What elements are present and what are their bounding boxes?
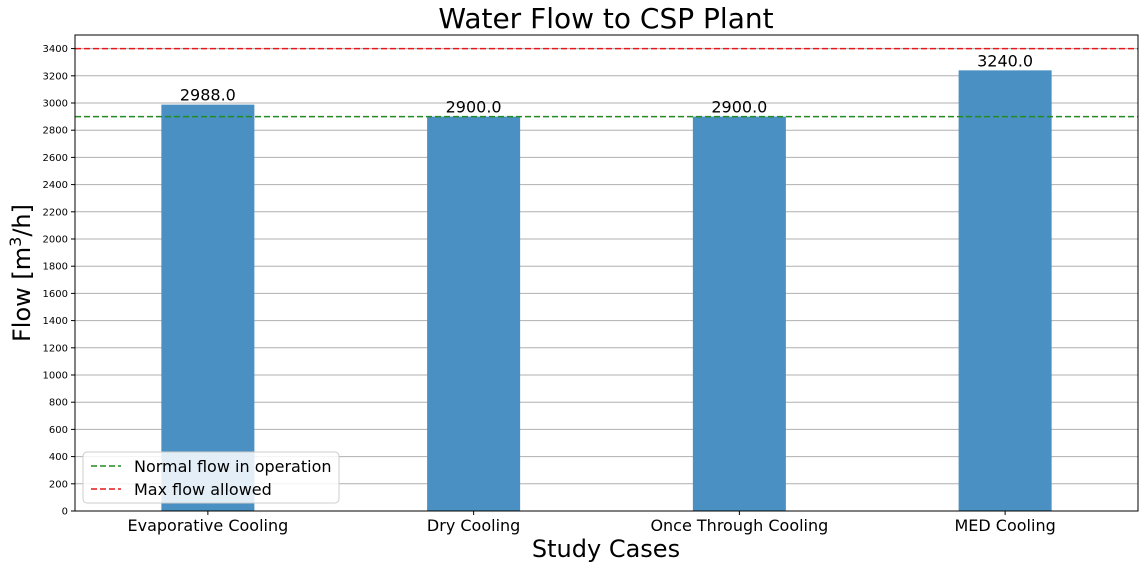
y-tick-label: 2200 bbox=[43, 207, 68, 218]
bar-value-label: 2900.0 bbox=[711, 98, 767, 117]
y-tick-label: 3200 bbox=[43, 71, 68, 82]
y-tick-label: 2400 bbox=[43, 180, 68, 191]
x-tick-label: Evaporative Cooling bbox=[127, 516, 288, 535]
x-tick-label: Once Through Cooling bbox=[650, 516, 828, 535]
y-axis-title: Flow [m3/h] bbox=[6, 204, 37, 342]
y-tick-label: 3000 bbox=[43, 99, 68, 110]
y-tick-label: 1000 bbox=[43, 371, 68, 382]
legend: Normal flow in operation Max flow allowed bbox=[82, 451, 340, 504]
legend-label: Normal flow in operation bbox=[134, 457, 332, 476]
chart-title: Water Flow to CSP Plant bbox=[438, 2, 773, 35]
bar bbox=[958, 70, 1052, 512]
bar bbox=[161, 104, 255, 511]
y-axis: 0 200 400 600 800 1000 1200 1400 1600 1800 2000 220… bbox=[43, 44, 75, 518]
bar bbox=[692, 116, 786, 511]
bar-value-label: 3240.0 bbox=[977, 51, 1033, 70]
bar-value-label: 2900.0 bbox=[446, 98, 502, 117]
legend-label: Max flow allowed bbox=[134, 480, 272, 499]
bar-value-label: 2988.0 bbox=[180, 86, 236, 105]
legend-box bbox=[82, 451, 340, 504]
y-tick-label: 600 bbox=[49, 425, 68, 436]
x-axis-title: Study Cases bbox=[532, 535, 680, 563]
plot-frame bbox=[74, 34, 1139, 512]
x-tick-label: Dry Cooling bbox=[427, 516, 520, 535]
y-tick-label: 200 bbox=[49, 479, 68, 490]
x-tick-label: MED Cooling bbox=[954, 516, 1055, 535]
y-tick-label: 400 bbox=[49, 452, 68, 463]
data-labels: 2988.0 2900.0 2900.0 3240.0 bbox=[180, 51, 1033, 116]
y-tick-label: 2600 bbox=[43, 153, 68, 164]
y-tick-label: 1800 bbox=[43, 262, 68, 273]
y-tick-label: 1400 bbox=[43, 316, 68, 327]
y-tick-label: 1600 bbox=[43, 289, 68, 300]
y-tick-label: 800 bbox=[49, 398, 68, 409]
y-tick-label: 0 bbox=[62, 507, 68, 518]
y-tick-label: 2000 bbox=[43, 235, 68, 246]
y-tick-label: 3400 bbox=[43, 44, 68, 55]
reference-lines bbox=[75, 47, 1138, 118]
bars bbox=[161, 70, 1052, 512]
x-axis: Evaporative Cooling Dry Cooling Once Throu… bbox=[127, 511, 1056, 535]
y-tick-label: 1200 bbox=[43, 343, 68, 354]
y-tick-label: 2800 bbox=[43, 126, 68, 137]
bar bbox=[427, 116, 521, 511]
